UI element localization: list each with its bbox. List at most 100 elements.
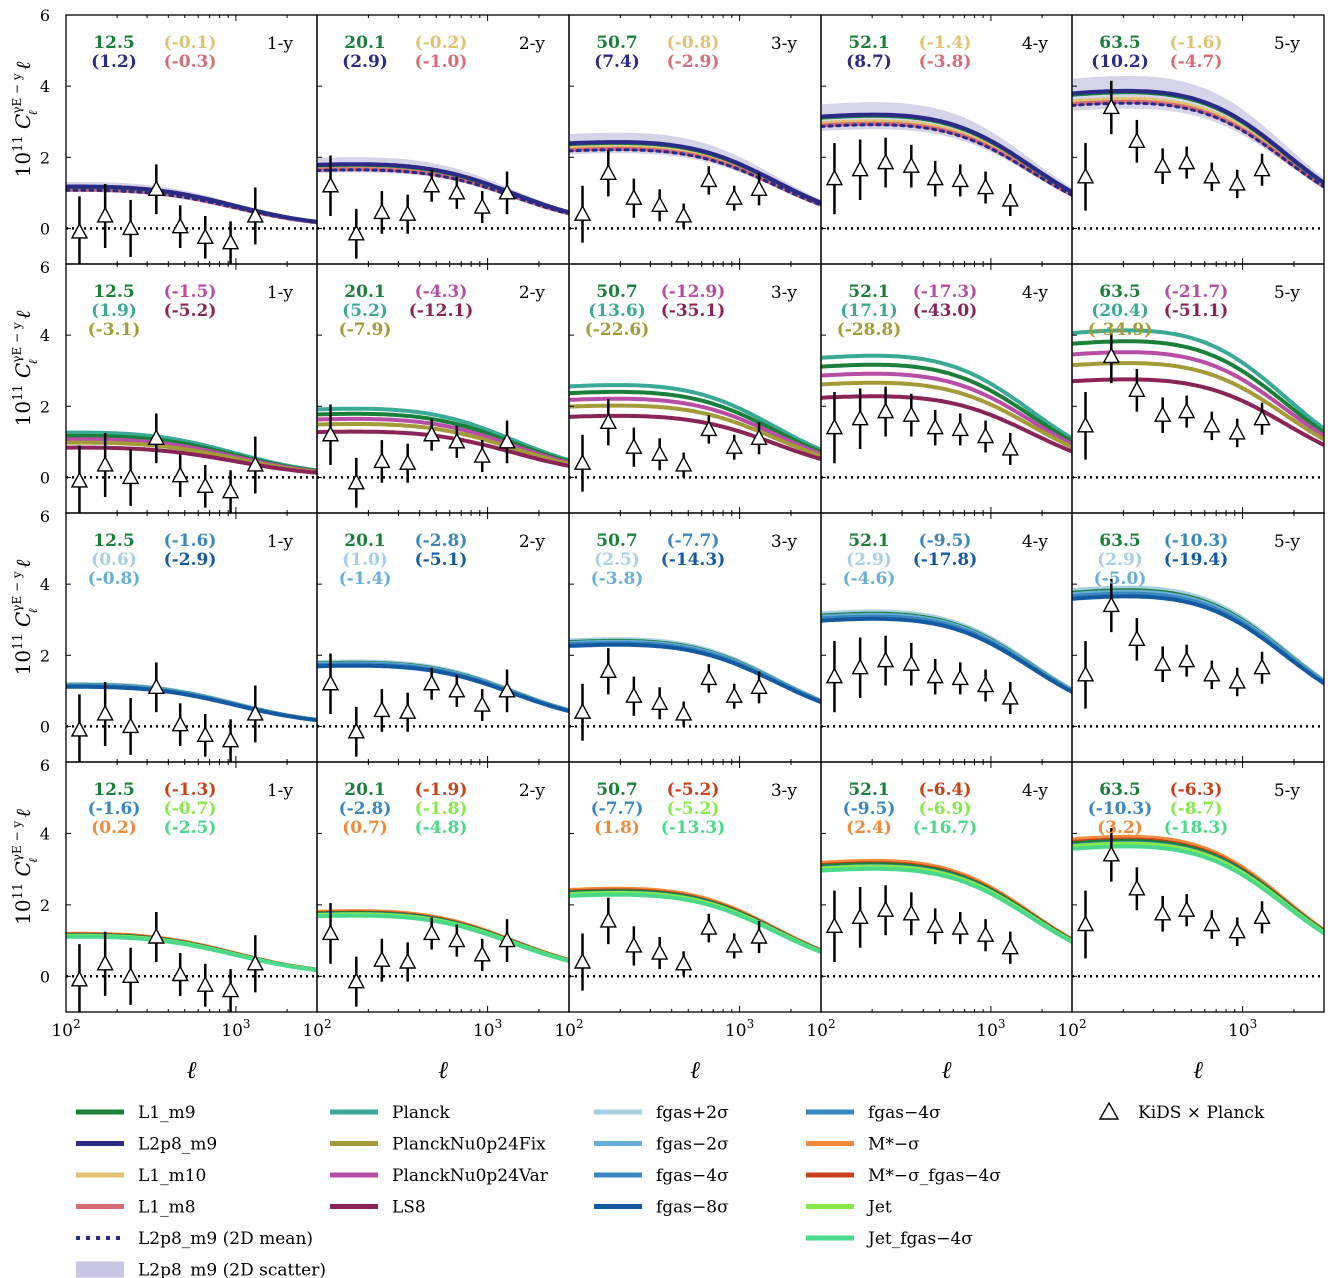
data-point	[876, 900, 895, 917]
y-tick-label: 4	[40, 824, 50, 843]
delta-chi2-annotation: (-2.8)	[415, 531, 468, 551]
series-line-0	[569, 383, 821, 452]
legend-entry: M*−σ	[806, 1135, 920, 1155]
delta-chi2-annotation: (-13.3)	[661, 818, 726, 838]
data-point	[96, 206, 114, 223]
panel-label: 4-y	[1022, 283, 1049, 303]
data-point	[373, 451, 391, 469]
legend-label: Jet_fgas−4σ	[866, 1229, 973, 1249]
delta-chi2-annotation: (-2.9)	[164, 550, 217, 570]
series-line-5	[1072, 844, 1324, 936]
legend-entry: L1_m8	[76, 1198, 196, 1218]
data-point	[599, 661, 617, 678]
panel-label: 5-y	[1274, 283, 1301, 303]
panel-label: 3-y	[771, 283, 798, 303]
data-point	[121, 467, 140, 485]
chi2-annotation: 63.5	[1099, 531, 1140, 551]
data-point	[498, 681, 516, 698]
chi2-annotation: 20.1	[344, 33, 385, 53]
legend-entry: L1_m10	[76, 1166, 206, 1186]
delta-chi2-annotation: (-10.3)	[1164, 531, 1229, 551]
panel-r4-c4: 4-y 52.1(-9.5)(2.4) (-6.4)(-6.9)(-16.7)	[820, 761, 1073, 1013]
data-point	[851, 160, 869, 177]
data-point	[902, 654, 920, 671]
delta-chi2-annotation: (-17.3)	[913, 282, 978, 302]
data-point	[700, 419, 718, 437]
y-tick-label: 2	[40, 397, 50, 416]
data-point	[321, 425, 340, 442]
legend-entry: PlanckNu0p24Fix	[330, 1135, 546, 1155]
delta-chi2-annotation: (-6.9)	[919, 799, 972, 819]
series-band-0	[821, 102, 1072, 197]
delta-chi2-annotation: (-1.8)	[415, 799, 468, 819]
legend-label: M*−σ_fgas−4σ	[868, 1166, 1001, 1186]
legend-entry: L2p8_m9 (2D scatter)	[76, 1261, 326, 1278]
delta-chi2-annotation: (-1.3)	[164, 780, 217, 800]
data-point	[1128, 131, 1146, 148]
series-line-4	[317, 429, 569, 468]
y-tick-label: 4	[40, 575, 50, 594]
data-point	[70, 720, 89, 737]
chi2-annotation: 50.7	[596, 33, 637, 53]
chi2-annotation: (-28.8)	[837, 320, 902, 340]
delta-chi2-annotation: (-1.9)	[415, 780, 468, 800]
data-point	[246, 704, 264, 721]
data-point	[976, 676, 995, 693]
data-point	[473, 197, 491, 214]
data-point	[147, 179, 165, 196]
chi2-annotation: (7.4)	[594, 52, 640, 72]
delta-chi2-annotation: (-21.7)	[1164, 282, 1229, 302]
chi2-annotation: (-4.6)	[843, 569, 896, 589]
series-line-4	[569, 642, 821, 705]
data-point	[1203, 665, 1221, 682]
delta-chi2-annotation: (-0.2)	[415, 33, 468, 53]
legend-label: fgas−2σ	[656, 1135, 729, 1155]
plot-area	[821, 609, 1072, 728]
data-point	[1154, 904, 1172, 921]
data-point	[473, 945, 491, 962]
y-tick-label: 6	[40, 258, 50, 277]
data-point	[171, 466, 189, 483]
chi2-annotation: 50.7	[596, 531, 637, 551]
chi2-annotation: (-22.6)	[585, 320, 650, 340]
y-tick-label: 2	[40, 646, 50, 665]
x-tick-label: 103	[1228, 1017, 1257, 1041]
data-point	[1128, 380, 1146, 397]
data-point	[1177, 651, 1196, 668]
data-point	[976, 427, 995, 444]
series-line-4	[66, 445, 317, 475]
panel-r4-c3: 3-y50.7(-7.7)(1.8)(-5.2)(-5.2)(-13.3)	[568, 761, 822, 1013]
data-point	[347, 473, 365, 490]
legend-swatch	[1098, 1101, 1120, 1120]
delta-chi2-annotation: (-1.5)	[164, 282, 217, 302]
data-point	[1102, 98, 1120, 115]
plot-area	[66, 912, 317, 1012]
chi2-annotation: (2.4)	[846, 818, 892, 838]
delta-chi2-annotation: (-1.0)	[415, 52, 468, 72]
panel-r1-c4: 4-y 52.1(8.7) (-1.4)(-3.8)	[820, 14, 1073, 265]
legend-label: L1_m10	[138, 1166, 206, 1186]
data-point	[347, 224, 365, 241]
panel-r2-c2: 2-y 20.1(5.2)(-7.9) (-4.3)(-12.1)	[316, 263, 570, 514]
legend-label: LS8	[392, 1198, 426, 1218]
series-line-2	[317, 416, 569, 465]
chi2-annotation: (-3.8)	[591, 569, 644, 589]
data-point	[674, 704, 693, 721]
delta-chi2-annotation: (-12.9)	[661, 282, 726, 302]
delta-chi2-annotation: (-18.3)	[1164, 818, 1229, 838]
plot-area	[317, 903, 569, 1007]
data-point	[70, 471, 89, 488]
plot-area	[66, 662, 317, 762]
data-point	[321, 923, 340, 941]
data-point	[651, 195, 669, 213]
delta-chi2-annotation: (-8.7)	[1170, 799, 1223, 819]
data-point	[147, 927, 165, 944]
data-point	[674, 954, 693, 971]
data-point	[1253, 409, 1271, 426]
series-line-0	[821, 353, 1072, 441]
chi2-annotation: (-9.5)	[843, 799, 896, 819]
data-point	[196, 227, 214, 245]
chi2-annotation: (-3.1)	[88, 320, 141, 340]
y-tick-label: 6	[40, 507, 50, 526]
